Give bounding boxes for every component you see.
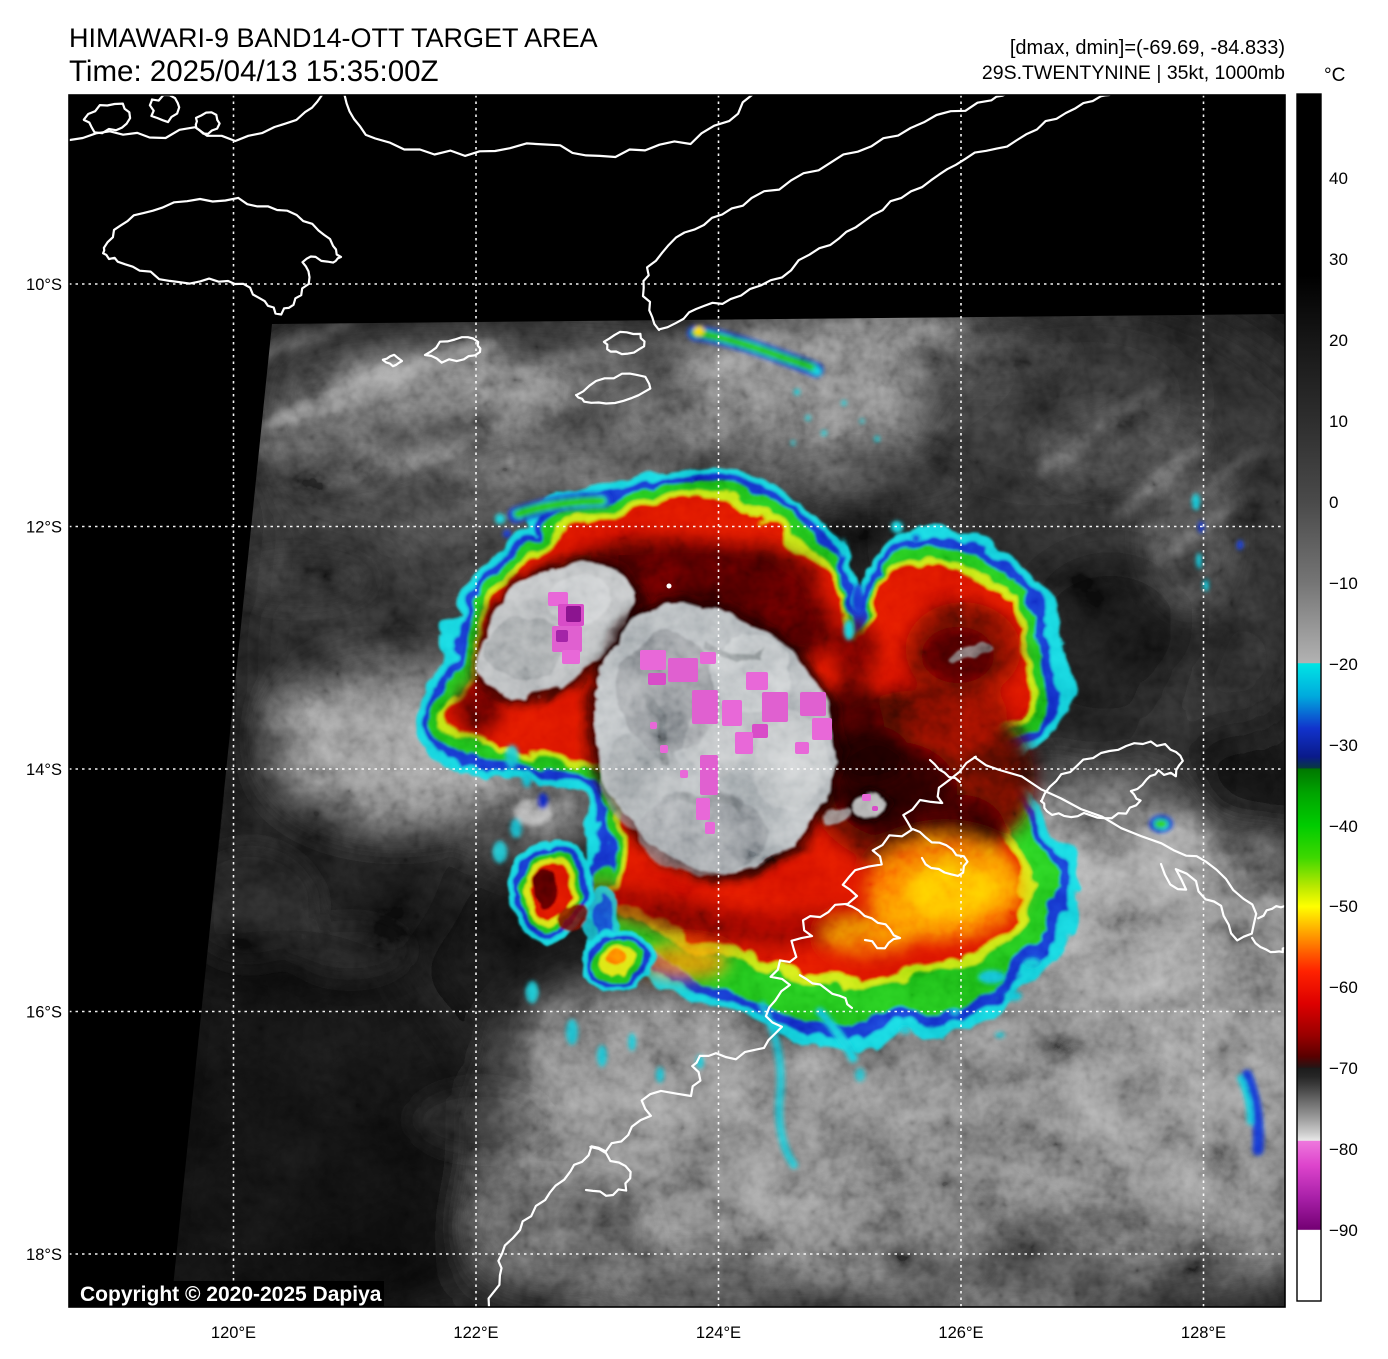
svg-text:−10: −10 [1329, 574, 1358, 593]
svg-text:10°S: 10°S [26, 276, 62, 294]
svg-text:−50: −50 [1329, 897, 1358, 916]
svg-text:18°S: 18°S [26, 1246, 62, 1264]
svg-text:122°E: 122°E [453, 1324, 498, 1342]
svg-text:128°E: 128°E [1181, 1324, 1226, 1342]
svg-text:Time: 2025/04/13 15:35:00Z: Time: 2025/04/13 15:35:00Z [69, 55, 439, 88]
svg-text:124°E: 124°E [696, 1324, 741, 1342]
svg-text:−30: −30 [1329, 736, 1358, 755]
svg-text:−90: −90 [1329, 1221, 1358, 1240]
svg-text:−60: −60 [1329, 978, 1358, 997]
svg-text:HIMAWARI-9 BAND14-OTT TARGET A: HIMAWARI-9 BAND14-OTT TARGET AREA [69, 23, 598, 53]
svg-text:10: 10 [1329, 412, 1348, 431]
svg-text:14°S: 14°S [26, 761, 62, 779]
svg-text:30: 30 [1329, 250, 1348, 269]
svg-text:29S.TWENTYNINE | 35kt, 1000mb: 29S.TWENTYNINE | 35kt, 1000mb [982, 62, 1285, 84]
svg-text:Copyright © 2020-2025 Dapiya: Copyright © 2020-2025 Dapiya [80, 1283, 382, 1306]
svg-text:°C: °C [1324, 65, 1345, 86]
svg-text:[dmax, dmin]=(-69.69, -84.833): [dmax, dmin]=(-69.69, -84.833) [1010, 37, 1285, 59]
svg-text:−20: −20 [1329, 655, 1358, 674]
svg-text:16°S: 16°S [26, 1004, 62, 1022]
svg-text:−40: −40 [1329, 817, 1358, 836]
svg-text:120°E: 120°E [211, 1324, 256, 1342]
svg-text:−70: −70 [1329, 1059, 1358, 1078]
svg-text:−80: −80 [1329, 1140, 1358, 1159]
svg-text:12°S: 12°S [26, 519, 62, 537]
svg-text:20: 20 [1329, 331, 1348, 350]
svg-text:40: 40 [1329, 169, 1348, 188]
svg-text:126°E: 126°E [938, 1324, 983, 1342]
svg-text:0: 0 [1329, 493, 1338, 512]
